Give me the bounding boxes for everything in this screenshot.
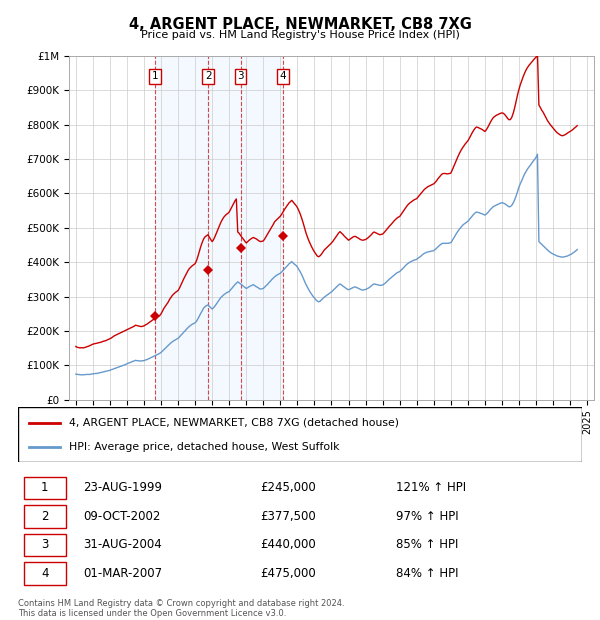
Text: Contains HM Land Registry data © Crown copyright and database right 2024.
This d: Contains HM Land Registry data © Crown c… bbox=[18, 599, 344, 618]
Bar bbox=[23, 505, 66, 528]
Text: 3: 3 bbox=[237, 71, 244, 81]
Text: 97% ↑ HPI: 97% ↑ HPI bbox=[396, 510, 458, 523]
Text: £377,500: £377,500 bbox=[260, 510, 316, 523]
Text: HPI: Average price, detached house, West Suffolk: HPI: Average price, detached house, West… bbox=[69, 441, 339, 451]
Text: 3: 3 bbox=[41, 539, 49, 551]
Text: 4: 4 bbox=[280, 71, 286, 81]
Bar bbox=[241, 56, 283, 400]
Text: £475,000: £475,000 bbox=[260, 567, 316, 580]
Text: £440,000: £440,000 bbox=[260, 539, 316, 551]
Text: 1: 1 bbox=[41, 482, 49, 494]
Bar bbox=[23, 562, 66, 585]
Text: 1: 1 bbox=[152, 71, 158, 81]
Text: 121% ↑ HPI: 121% ↑ HPI bbox=[396, 482, 466, 494]
Bar bbox=[23, 477, 66, 499]
Bar bbox=[155, 56, 208, 400]
Text: 4, ARGENT PLACE, NEWMARKET, CB8 7XG: 4, ARGENT PLACE, NEWMARKET, CB8 7XG bbox=[128, 17, 472, 32]
Bar bbox=[208, 56, 241, 400]
Text: Price paid vs. HM Land Registry's House Price Index (HPI): Price paid vs. HM Land Registry's House … bbox=[140, 30, 460, 40]
Text: 31-AUG-2004: 31-AUG-2004 bbox=[83, 539, 161, 551]
Text: 4: 4 bbox=[41, 567, 49, 580]
Text: 23-AUG-1999: 23-AUG-1999 bbox=[83, 482, 162, 494]
Text: £245,000: £245,000 bbox=[260, 482, 316, 494]
Text: 4, ARGENT PLACE, NEWMARKET, CB8 7XG (detached house): 4, ARGENT PLACE, NEWMARKET, CB8 7XG (det… bbox=[69, 418, 399, 428]
Text: 01-MAR-2007: 01-MAR-2007 bbox=[83, 567, 162, 580]
Text: 85% ↑ HPI: 85% ↑ HPI bbox=[396, 539, 458, 551]
Text: 84% ↑ HPI: 84% ↑ HPI bbox=[396, 567, 458, 580]
Text: 2: 2 bbox=[205, 71, 212, 81]
Bar bbox=[23, 534, 66, 556]
Text: 09-OCT-2002: 09-OCT-2002 bbox=[83, 510, 160, 523]
Text: 2: 2 bbox=[41, 510, 49, 523]
